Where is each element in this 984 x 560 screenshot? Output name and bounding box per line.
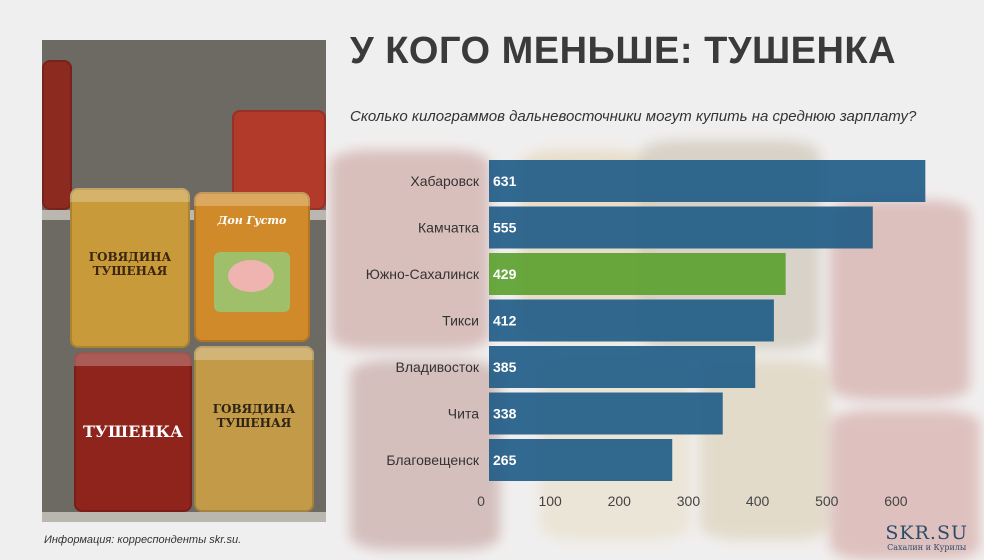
can-image — [42, 60, 72, 210]
x-tick-label: 100 — [538, 493, 562, 509]
bar — [489, 206, 873, 249]
chart-title: У КОГО МЕНЬШЕ: ТУШЕНКА — [350, 30, 897, 72]
x-tick-label: 200 — [608, 493, 632, 509]
can-image: Дон Густо — [194, 192, 310, 342]
value-label: 338 — [493, 406, 517, 422]
value-label: 265 — [493, 452, 517, 468]
bar — [489, 392, 723, 435]
value-label: 555 — [493, 220, 517, 236]
can-label: ГОВЯДИНА ТУШЕНАЯ — [88, 250, 172, 278]
value-label: 385 — [493, 359, 517, 375]
can-label: ГОВЯДИНА ТУШЕНАЯ — [212, 402, 296, 430]
bar — [489, 160, 926, 202]
x-tick-label: 600 — [884, 493, 908, 509]
category-label: Владивосток — [395, 359, 479, 375]
can-image: ТУШЕНКА — [74, 352, 192, 512]
category-label: Благовещенск — [386, 452, 480, 468]
can-image: ГОВЯДИНА ТУШЕНАЯ — [194, 346, 314, 512]
bar — [489, 439, 673, 481]
x-tick-label: 500 — [815, 493, 839, 509]
x-tick-label: 400 — [746, 493, 770, 509]
bar — [489, 346, 756, 388]
can-label: Дон Густо — [217, 214, 287, 227]
x-tick-label: 300 — [677, 493, 701, 509]
can-label: ТУШЕНКА — [82, 422, 184, 441]
value-label: 412 — [493, 313, 517, 329]
bar — [489, 299, 774, 342]
category-label: Тикси — [442, 313, 479, 329]
category-label: Камчатка — [418, 220, 479, 236]
value-label: 631 — [493, 173, 517, 189]
can-image: ГОВЯДИНА ТУШЕНАЯ — [70, 188, 190, 348]
category-label: Хабаровск — [410, 173, 479, 189]
brand-tagline: Сахалин и Курилы — [887, 543, 967, 552]
x-tick-label: 0 — [477, 493, 485, 509]
canned-meat-photo: ГОВЯДИНА ТУШЕНАЯ Дон Густо ТУШЕНКА ГОВЯД… — [42, 40, 326, 522]
value-label: 429 — [493, 266, 517, 282]
brand-name: SKR.SU — [885, 522, 968, 544]
chart-subtitle: Сколько килограммов дальневосточники мог… — [350, 108, 917, 125]
category-label: Чита — [448, 406, 479, 422]
brand-logo: SKR.SU Сахалин и Курилы — [885, 522, 968, 552]
category-label: Южно-Сахалинск — [366, 266, 480, 282]
source-note: Информация: корреспонденты skr.su. — [44, 534, 242, 546]
bar — [489, 253, 786, 295]
